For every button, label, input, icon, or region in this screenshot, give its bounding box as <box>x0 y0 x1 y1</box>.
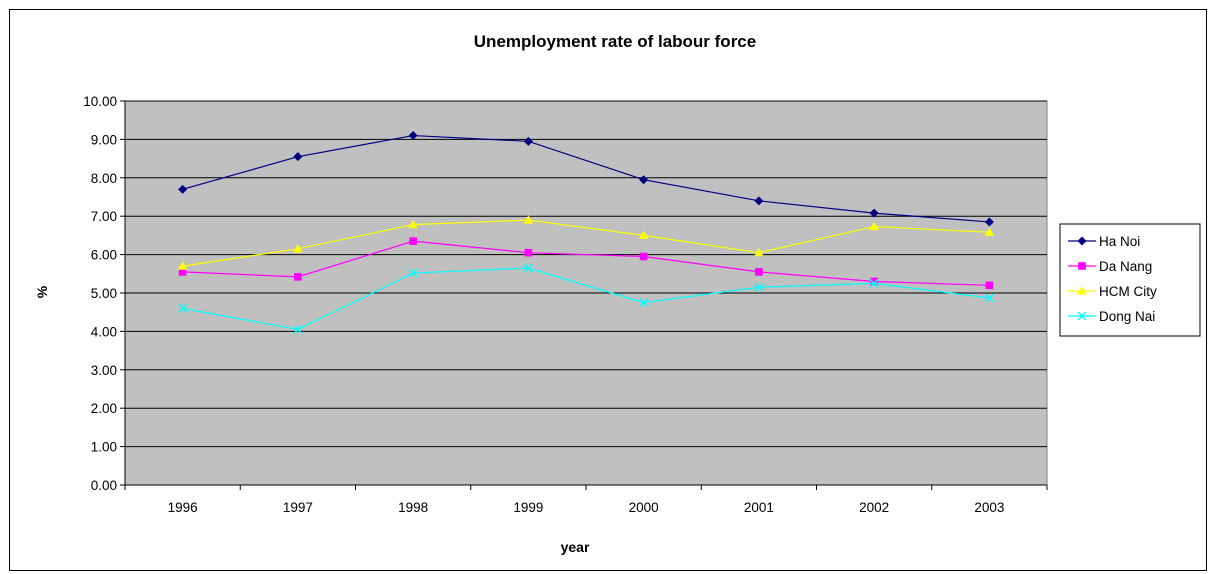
x-tick-label: 2002 <box>859 500 889 515</box>
x-axis-title: year <box>561 539 590 555</box>
data-point-dong-nai <box>869 278 879 288</box>
plot-area: 0.00 1.00 2.00 3.00 4.00 5.00 6.00 7.00 8.00 9.00… <box>83 94 1048 515</box>
y-tick-label: 0.00 <box>91 478 117 493</box>
marker-stroke <box>754 282 764 292</box>
data-point-ha-noi <box>984 217 994 227</box>
data-point-hcm-city <box>754 247 764 257</box>
x-tick-label: 2000 <box>629 500 659 515</box>
legend-entry-dong-nai: Dong Nai <box>1068 309 1155 324</box>
y-tick-label: 9.00 <box>91 132 117 147</box>
y-tick-label: 8.00 <box>91 171 117 186</box>
data-point-dong-nai <box>984 293 994 303</box>
data-point-da-nang <box>985 281 994 290</box>
data-point-da-nang <box>755 268 763 276</box>
data-point-da-nang <box>178 268 187 276</box>
data-point-dong-nai <box>293 324 303 335</box>
y-tick-label: 1.00 <box>91 440 117 455</box>
legend: Ha Noi Da Nang HCM City Dong Nai <box>1059 223 1201 337</box>
data-point-da-nang <box>524 248 533 257</box>
data-point-ha-noi <box>754 196 764 206</box>
y-tick-label: 3.00 <box>91 363 117 378</box>
data-point-da-nang <box>409 237 417 245</box>
chart-title: Unemployment rate of labour force <box>474 32 756 51</box>
data-point-da-nang <box>870 277 878 286</box>
marker-stroke <box>178 303 188 313</box>
data-point-hcm-city <box>293 244 303 253</box>
marker-stroke <box>984 293 994 303</box>
data-point-dong-nai <box>754 282 764 292</box>
data-point-hcm-city <box>408 219 418 229</box>
x-tick-label: 1998 <box>398 500 428 515</box>
data-point-hcm-city <box>523 215 534 224</box>
data-point-hcm-city <box>869 221 879 231</box>
legend-entry-hcm-city: HCM City <box>1068 284 1157 299</box>
data-point-ha-noi <box>408 131 418 141</box>
data-point-dong-nai <box>408 268 418 278</box>
legend-swatch-marker <box>1077 311 1087 321</box>
y-axis-title: % <box>34 285 50 298</box>
data-point-hcm-city <box>638 230 649 239</box>
y-tick-label: 4.00 <box>91 324 117 339</box>
data-point-ha-noi <box>639 175 649 185</box>
data-point-hcm-city <box>984 227 995 236</box>
marker-stroke <box>1077 311 1087 321</box>
data-point-dong-nai <box>639 298 649 308</box>
marker-stroke <box>639 298 649 308</box>
series-line-dong-nai <box>182 267 990 331</box>
series-line-ha-noi <box>182 134 990 223</box>
data-point-dong-nai <box>178 303 188 313</box>
marker-stroke <box>408 268 418 278</box>
y-tick-label: 2.00 <box>91 401 117 416</box>
x-tick-label: 1996 <box>168 500 198 515</box>
y-tick-label: 6.00 <box>91 248 117 263</box>
legend-label: Dong Nai <box>1099 309 1155 324</box>
legend-swatch-marker <box>1077 286 1087 295</box>
legend-label: HCM City <box>1099 284 1157 299</box>
x-tick-label: 1997 <box>283 500 313 515</box>
series-line-da-nang <box>182 240 990 286</box>
series-line-hcm-city <box>182 219 990 267</box>
x-tick-label: 2001 <box>744 500 774 515</box>
legend-label: Ha Noi <box>1099 234 1140 249</box>
data-point-dong-nai <box>523 263 533 273</box>
x-tick-label: 1999 <box>513 500 543 515</box>
legend-swatch-marker <box>1077 236 1087 246</box>
legend-label: Da Nang <box>1099 259 1152 274</box>
data-point-ha-noi <box>178 184 188 194</box>
legend-entry-ha-noi: Ha Noi <box>1068 234 1140 249</box>
legend-entry-da-nang: Da Nang <box>1068 259 1152 274</box>
data-point-ha-noi <box>293 152 303 162</box>
legend-swatch-marker <box>1078 262 1086 270</box>
data-point-da-nang <box>294 273 302 281</box>
y-tick-label: 7.00 <box>91 209 117 224</box>
data-point-ha-noi <box>869 208 879 218</box>
data-point-ha-noi <box>523 136 533 146</box>
data-point-da-nang <box>639 252 648 261</box>
marker-stroke <box>523 263 533 273</box>
marker-stroke <box>869 278 879 288</box>
x-tick-label: 2003 <box>974 500 1004 515</box>
y-tick-label: 10.00 <box>83 94 117 109</box>
data-point-hcm-city <box>177 261 188 270</box>
marker-stroke <box>293 324 303 335</box>
y-tick-label: 5.00 <box>91 286 117 301</box>
